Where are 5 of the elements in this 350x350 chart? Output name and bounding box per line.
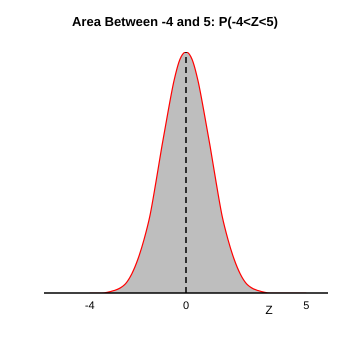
x-tick-label: -4 (84, 300, 95, 312)
x-axis-title: Z (265, 303, 273, 317)
x-tick-label: 0 (182, 300, 190, 312)
chart-title: Area Between -4 and 5: P(-4<Z<5) (71, 13, 279, 31)
x-tick-label: 5 (303, 300, 310, 312)
